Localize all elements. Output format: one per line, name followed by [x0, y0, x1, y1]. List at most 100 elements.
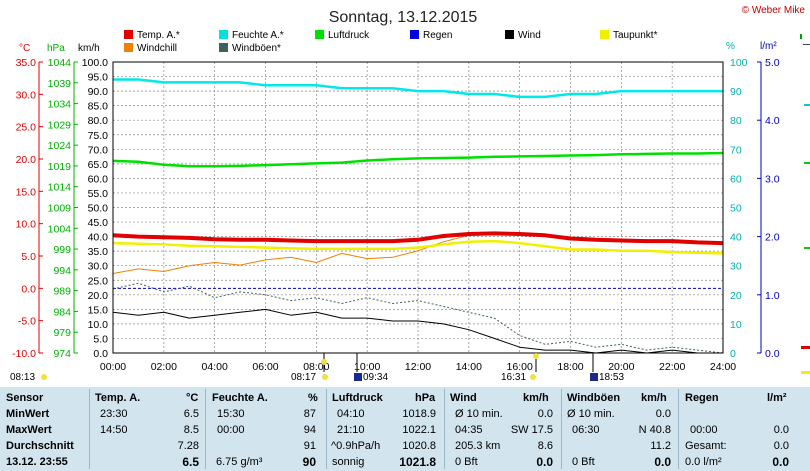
sun-icon — [321, 359, 327, 365]
series-line-tempa — [112, 231, 724, 246]
wind-tick-label: 70.0 — [88, 144, 109, 156]
hum-tick-label: 40 — [730, 232, 742, 244]
sun-moon-row: 08:13 08:17 09:34 16:31 18:53 — [10, 353, 624, 383]
temp-max-value: 8.5 — [183, 424, 199, 436]
header-sensor: Sensor — [6, 392, 44, 404]
press-min-value: 1018.9 — [402, 408, 436, 420]
legend-label: Taupunkt* — [613, 30, 658, 41]
row-label-now: 13.12. 23:55 — [6, 456, 68, 468]
press-tick-label: 1039 — [48, 78, 72, 90]
wind-tick-label: 80.0 — [88, 115, 109, 127]
wind-tick-label: 60.0 — [88, 173, 109, 185]
hum-tick-label: 30 — [730, 261, 742, 273]
sun-icon — [322, 374, 328, 380]
press-tick-label: 1004 — [48, 223, 72, 235]
moonset-label: 18:53 — [599, 372, 624, 383]
time-tick-label: 06:00 — [252, 361, 278, 373]
gust-min-value: 0.0 — [655, 408, 671, 420]
series-line-windchill — [112, 232, 520, 274]
temp-tick-label: 10.0 — [16, 219, 37, 231]
row-label-min: MinWert — [6, 408, 50, 420]
press-axis-unit: hPa — [47, 43, 65, 54]
time-tick-label: 16:00 — [507, 361, 533, 373]
press-tick-label: 1019 — [48, 161, 72, 173]
plot-frame — [112, 61, 724, 354]
hum-absolute: 6.75 g/m³ — [216, 456, 263, 468]
press-tick-label: 1009 — [48, 203, 72, 215]
series-line-luftdruck — [112, 151, 724, 168]
hum-tick-label: 100 — [730, 57, 748, 69]
legend-swatch — [124, 43, 133, 52]
header-rain-unit: l/m² — [767, 392, 787, 404]
wind-max-time: 04:35 — [455, 424, 483, 436]
copyright-label: © Weber Mike — [742, 5, 806, 16]
rain-total-value: 0.0 — [773, 440, 789, 452]
chart-title: Sonntag, 13.12.2015 — [329, 9, 478, 26]
gust-beaufort: 0 Bft — [572, 456, 595, 468]
press-tick-label: 994 — [53, 265, 71, 277]
sunrise-prev-label: 08:13 — [10, 372, 35, 383]
hum-avg-value: 91 — [303, 440, 316, 452]
hum-tick-label: 0 — [730, 348, 736, 360]
axis-ticks: 35.0 30.0 25.0 20.0 15.0 10.0 5.0 0.0 -5.0 -10.0 1… — [12, 57, 780, 373]
hum-max-time: 00:00 — [217, 424, 245, 436]
wind-tick-label: 95.0 — [88, 72, 109, 84]
wind-tick-label: 35.0 — [88, 246, 109, 258]
press-trend: ^0.9hPa/h — [331, 440, 381, 452]
legend-swatch — [124, 30, 133, 39]
sunrise-label: 08:17 — [291, 372, 316, 383]
wind-tick-label: 5.0 — [93, 333, 108, 345]
press-min-time: 04:10 — [337, 408, 365, 420]
chart-series — [112, 78, 724, 354]
time-tick-label: 24:00 — [710, 361, 736, 373]
temp-avg-value: 7.28 — [177, 440, 199, 452]
legend-swatch — [600, 30, 609, 39]
series-line-feuchtea — [113, 78, 723, 99]
row-label-avg: Durchschnitt — [6, 440, 74, 452]
wind-tick-label: 10.0 — [88, 319, 109, 331]
wind-current-value: 0.0 — [536, 455, 553, 469]
time-tick-label: 18:00 — [557, 361, 583, 373]
header-rain: Regen — [685, 392, 719, 404]
press-tick-label: 1044 — [48, 57, 72, 69]
header-hum-unit: % — [308, 392, 318, 404]
header-wind: Wind — [450, 392, 477, 404]
gust-current-value: 0.0 — [654, 455, 671, 469]
press-tick-label: 1034 — [48, 99, 72, 111]
header-temp-unit: °C — [186, 392, 199, 404]
wind-tick-label: 40.0 — [88, 232, 109, 244]
time-tick-label: 04:00 — [202, 361, 228, 373]
rain-tick-label: 4.0 — [765, 115, 780, 127]
temp-tick-label: 0.0 — [21, 283, 36, 295]
summary-table: Sensor MinWert MaxWert Durchschnitt 13.1… — [0, 387, 810, 471]
temp-axis-unit: °C — [19, 43, 30, 54]
hum-min-time: 15:30 — [217, 408, 245, 420]
wind-tick-label: 45.0 — [88, 217, 109, 229]
press-tick-label: 984 — [53, 306, 71, 318]
time-tick-label: 02:00 — [151, 361, 177, 373]
hum-tick-label: 80 — [730, 115, 742, 127]
wind-tick-label: 30.0 — [88, 261, 109, 273]
wind-tick-label: 90.0 — [88, 86, 109, 98]
temp-tick-label: 15.0 — [16, 186, 37, 198]
press-current-value: 1021.8 — [399, 455, 436, 469]
temp-tick-label: 35.0 — [16, 57, 37, 69]
wind-min-value: 0.0 — [537, 408, 553, 420]
sunset-label: 16:31 — [501, 372, 526, 383]
gust-max-time: 06:30 — [572, 424, 600, 436]
legend-swatch — [219, 43, 228, 52]
wind-tick-label: 20.0 — [88, 290, 109, 302]
time-tick-label: 20:00 — [608, 361, 634, 373]
sun-icon — [41, 374, 47, 380]
moon-icon — [590, 373, 598, 381]
temp-tick-label: 20.0 — [16, 154, 37, 166]
hum-max-value: 94 — [303, 424, 316, 436]
temp-tick-label: 30.0 — [16, 89, 37, 101]
row-label-max: MaxWert — [6, 424, 52, 436]
wind-tick-label: 50.0 — [88, 203, 109, 215]
gust-max-value: N 40.8 — [638, 424, 671, 436]
chart-legend: Temp. A.* Feuchte A.* Luftdruck Regen Wind Ta… — [124, 30, 658, 54]
temp-tick-label: -5.0 — [18, 316, 36, 328]
press-max-time: 21:10 — [337, 424, 365, 436]
rain-tick-label: 1.0 — [765, 290, 780, 302]
